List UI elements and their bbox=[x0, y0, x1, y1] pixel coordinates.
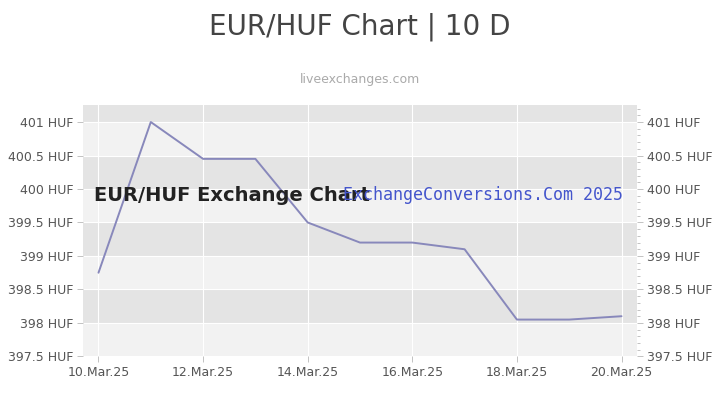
Bar bbox=[83, 222, 637, 256]
Bar bbox=[83, 105, 637, 122]
Text: EUR/HUF Exchange Chart: EUR/HUF Exchange Chart bbox=[94, 185, 370, 205]
Text: EUR/HUF Chart | 10 D: EUR/HUF Chart | 10 D bbox=[210, 12, 510, 40]
Bar bbox=[83, 156, 637, 189]
Text: liveexchanges.com: liveexchanges.com bbox=[300, 73, 420, 86]
Bar bbox=[83, 290, 637, 323]
Text: ExchangeConversions.Com 2025: ExchangeConversions.Com 2025 bbox=[343, 185, 624, 204]
